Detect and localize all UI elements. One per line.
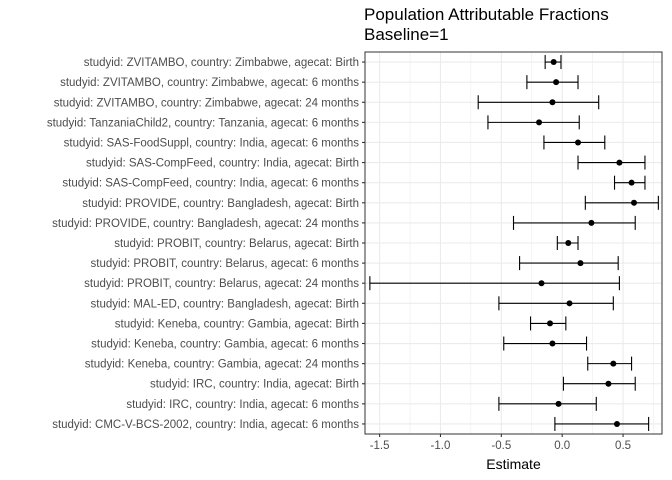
y-tick-label: studyid: Keneba, country: Gambia, agecat… <box>115 318 359 330</box>
y-tick-label: studyid: SAS-CompFeed, country: India, a… <box>86 158 359 170</box>
y-tick-label: studyid: PROBIT, country: Belarus, ageca… <box>91 258 360 270</box>
y-tick-label: studyid: SAS-FoodSuppl, country: India, … <box>64 137 360 149</box>
x-axis-title: Estimate <box>486 456 541 472</box>
y-tick-label: studyid: TanzaniaChild2, country: Tanzan… <box>47 117 359 129</box>
error-bar <box>562 376 636 391</box>
y-tick-label: studyid: PROBIT, country: Belarus, ageca… <box>114 238 359 250</box>
error-bar <box>498 396 597 411</box>
x-tick-label: 0.0 <box>554 440 570 452</box>
estimate-point <box>550 59 557 66</box>
error-bar <box>498 296 614 311</box>
y-axis-ticks <box>362 61 365 425</box>
y-axis-labels: studyid: ZVITAMBO, country: Zimbabwe, ag… <box>47 57 359 431</box>
chart-title: Population Attributable Fractions <box>364 5 609 24</box>
y-tick-label: studyid: ZVITAMBO, country: Zimbabwe, ag… <box>84 57 359 69</box>
error-bar <box>526 75 579 90</box>
error-bar <box>543 135 606 150</box>
x-tick-label: -1.5 <box>370 440 390 452</box>
error-bar <box>487 115 580 130</box>
estimate-point <box>616 159 623 166</box>
y-tick-label: studyid: ZVITAMBO, country: Zimbabwe, ag… <box>60 77 359 89</box>
y-tick-label: studyid: MAL-ED, country: Bangladesh, ag… <box>91 298 359 310</box>
error-bar <box>587 356 633 371</box>
y-tick-label: studyid: PROBIT, country: Belarus, ageca… <box>84 278 359 290</box>
estimate-point <box>536 119 543 126</box>
x-tick-label: 0.5 <box>615 440 631 452</box>
error-bar <box>554 416 650 431</box>
y-tick-label: studyid: IRC, country: India, agecat: 6 … <box>126 399 359 411</box>
y-tick-label: studyid: SAS-CompFeed, country: India, a… <box>62 178 359 190</box>
y-tick-label: studyid: CMC-V-BCS-2002, country: India,… <box>52 419 359 431</box>
error-bar <box>477 95 600 110</box>
x-tick-label: -0.5 <box>491 440 511 452</box>
estimate-point <box>549 99 556 106</box>
error-bar <box>369 276 620 291</box>
estimate-point <box>631 199 638 206</box>
y-tick-label: studyid: Keneba, country: Gambia, agecat… <box>85 359 359 371</box>
estimate-point <box>547 320 554 327</box>
x-axis-ticks <box>379 434 624 437</box>
estimate-point <box>565 240 572 246</box>
error-bars <box>369 55 659 431</box>
estimate-point <box>577 260 584 267</box>
y-tick-label: studyid: PROVIDE, country: Bangladesh, a… <box>82 198 359 210</box>
grid-major <box>365 52 662 434</box>
estimate-point <box>555 400 562 407</box>
chart-subtitle: Baseline=1 <box>364 25 449 44</box>
estimate-point <box>588 219 595 226</box>
y-tick-label: studyid: PROVIDE, country: Bangladesh, a… <box>52 218 359 230</box>
error-bar <box>503 336 588 351</box>
chart-title-block: Population Attributable Fractions Baseli… <box>364 5 609 45</box>
estimate-point <box>566 300 573 307</box>
estimate-point <box>575 139 582 146</box>
estimate-point <box>628 179 635 186</box>
y-tick-label: studyid: ZVITAMBO, country: Zimbabwe, ag… <box>54 97 360 109</box>
x-axis-labels: -1.5 -1.0 -0.5 0.0 0.5 <box>370 440 631 452</box>
y-tick-label: studyid: Keneba, country: Gambia, agecat… <box>91 339 359 351</box>
estimate-point <box>605 380 612 387</box>
x-tick-label: -1.0 <box>431 440 451 452</box>
estimate-point <box>538 280 545 287</box>
y-tick-label: studyid: IRC, country: India, agecat: Bi… <box>150 379 359 391</box>
estimate-point <box>553 79 560 86</box>
error-bar <box>577 155 646 170</box>
estimate-point <box>549 340 556 347</box>
error-bar <box>512 215 636 230</box>
estimate-point <box>610 360 617 367</box>
error-bar <box>519 256 619 271</box>
estimate-point <box>613 420 620 427</box>
error-bar <box>584 195 659 210</box>
estimate-points <box>536 59 638 427</box>
